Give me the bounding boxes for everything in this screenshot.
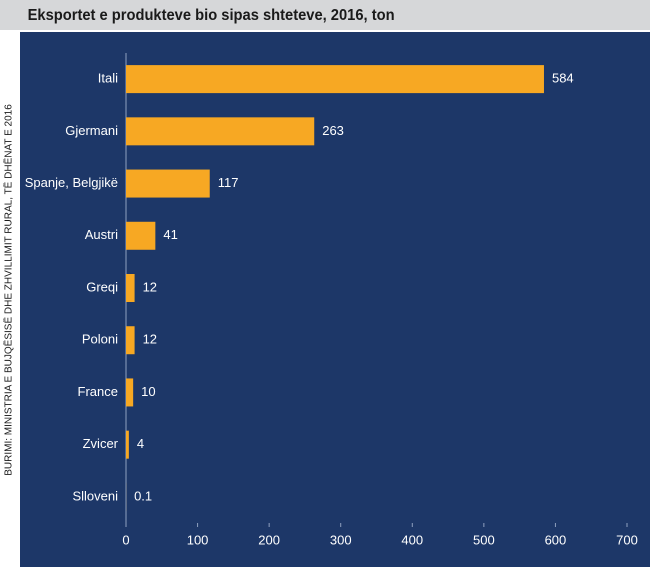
bar (126, 378, 134, 407)
x-tick-label: 700 (616, 532, 638, 547)
value-label: 0.1 (134, 488, 152, 503)
plot-panel (20, 32, 650, 567)
x-tick-label: 100 (187, 532, 209, 547)
x-tick-label: 300 (330, 532, 352, 547)
value-label: 4 (137, 436, 144, 451)
y-tick-label: France (78, 384, 118, 399)
bar (126, 274, 135, 302)
x-tick-label: 200 (258, 532, 280, 547)
y-tick-label: Austri (85, 227, 118, 242)
bar (126, 117, 315, 146)
x-tick-label: 400 (401, 532, 423, 547)
y-tick-label: Greqi (86, 279, 118, 294)
value-label: 12 (143, 279, 157, 294)
value-label: 10 (141, 384, 155, 399)
x-tick-label: 0 (122, 532, 129, 547)
y-tick-label: Poloni (82, 332, 118, 347)
source-note: BURIMI: MINISTRIA E BUJQËSISË DHE ZHVILL… (3, 104, 15, 476)
bar (126, 430, 129, 459)
bar (126, 326, 135, 355)
y-tick-label: Itali (98, 71, 118, 86)
chart-title: Eksportet e produkteve bio sipas shtetev… (28, 7, 395, 25)
bar (126, 65, 544, 94)
title-bar (0, 0, 650, 30)
y-tick-label: Gjermani (65, 123, 118, 138)
y-tick-label: Spanje, Belgjikë (25, 175, 118, 190)
y-tick-label: Slloveni (72, 488, 118, 503)
x-tick-label: 600 (545, 532, 567, 547)
y-tick-label: Zvicer (83, 436, 119, 451)
value-label: 41 (163, 227, 177, 242)
value-label: 584 (552, 71, 574, 86)
value-label: 263 (322, 123, 344, 138)
value-label: 117 (218, 175, 239, 190)
bar (126, 221, 156, 250)
bar (126, 169, 210, 198)
value-label: 12 (143, 332, 157, 347)
x-tick-label: 500 (473, 532, 495, 547)
